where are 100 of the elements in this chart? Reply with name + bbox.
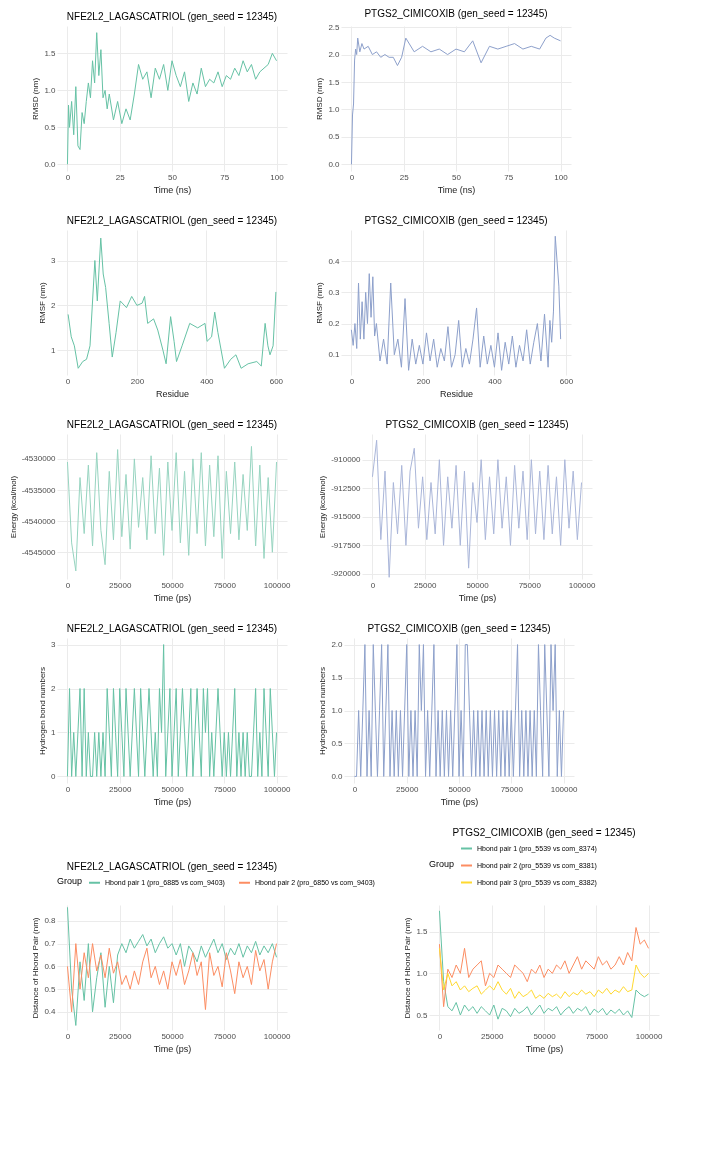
x-tick-label: 75000 (213, 580, 237, 590)
y-tick-label: 0.5 (328, 132, 341, 142)
x-axis-title: Time (ps) (440, 796, 479, 807)
x-tick-label: 75 (220, 172, 230, 182)
y-tick-label: 1.5 (331, 673, 344, 683)
x-tick-label: 25000 (109, 580, 132, 590)
x-tick-label: 25 (399, 172, 410, 182)
line-series (66, 32, 278, 165)
x-tick-label: 75000 (213, 784, 237, 794)
x-tick-label: 400 (488, 376, 503, 386)
y-tick-label: 1.0 (416, 968, 429, 978)
x-tick-label: 0 (370, 580, 376, 590)
x-tick-label: 50000 (448, 784, 472, 794)
y-tick-label: 2.5 (328, 22, 341, 32)
y-tick-label: 0.3 (328, 287, 341, 297)
y-tick-label: -915000 (331, 512, 362, 522)
y-tick-label: 1 (51, 345, 57, 355)
x-tick-label: 50000 (161, 580, 185, 590)
x-tick-label: 75 (504, 172, 514, 182)
chart-title: PTGS2_CIMICOXIB (gen_seed = 12345) (385, 419, 569, 430)
line-series (66, 445, 278, 572)
y-tick-label: 2 (51, 684, 57, 694)
x-tick-label: 25000 (396, 784, 419, 794)
x-tick-label: 25 (115, 172, 126, 182)
y-tick-label: 0.5 (331, 738, 344, 748)
y-tick-label: 0.0 (331, 771, 344, 781)
y-tick-label: 0.0 (328, 159, 341, 169)
y-tick-label: -912500 (331, 483, 362, 493)
x-tick-label: 600 (559, 376, 574, 386)
x-tick-label: 600 (269, 376, 284, 386)
x-tick-label: 200 (416, 376, 431, 386)
y-tick-label: 1.5 (416, 927, 429, 937)
y-tick-label: -910000 (331, 455, 362, 465)
x-tick-label: 100 (554, 172, 569, 182)
chart-title: PTGS2_CIMICOXIB (gen_seed = 12345) (367, 623, 551, 634)
y-tick-label: 0.5 (44, 984, 57, 994)
y-tick-label: 2 (51, 300, 57, 310)
x-tick-label: 25000 (109, 784, 132, 794)
y-tick-label: 1.5 (328, 77, 341, 87)
x-tick-label: 100000 (568, 580, 596, 590)
x-tick-label: 50 (168, 172, 178, 182)
y-tick-label: 0.2 (328, 319, 341, 329)
y-tick-label: -4530000 (21, 454, 57, 464)
x-tick-label: 50000 (161, 1031, 185, 1041)
chart-title: NFE2L2_LAGASCATRIOL (gen_seed = 12345) (66, 11, 278, 22)
y-tick-label: 1 (51, 727, 57, 737)
y-axis-title: RMSF (nm) (38, 282, 48, 324)
x-tick-label: 100000 (263, 580, 291, 590)
x-axis-title: Time (ns) (437, 184, 476, 195)
y-axis-title: Distance of Hbond Pair (nm) (31, 917, 41, 1019)
y-tick-label: -917500 (331, 540, 362, 550)
x-axis-title: Time (ps) (153, 1043, 192, 1054)
y-tick-label: 0.4 (44, 1007, 57, 1017)
x-tick-label: 0 (65, 784, 71, 794)
x-axis-title: Time (ps) (525, 1043, 564, 1054)
y-axis-title: Energy (kcal/mol) (8, 475, 18, 539)
y-tick-label: -4545000 (21, 547, 57, 557)
x-tick-label: 0 (437, 1031, 443, 1041)
x-axis-title: Residue (155, 388, 190, 399)
x-tick-label: 100000 (635, 1031, 663, 1041)
x-tick-label: 25000 (109, 1031, 132, 1041)
y-axis-title: RMSD (nm) (315, 77, 325, 121)
line-series (66, 906, 278, 1026)
y-axis-title: Distance of Hbond Pair (nm) (403, 917, 413, 1019)
chart-title: NFE2L2_LAGASCATRIOL (gen_seed = 12345) (66, 419, 278, 430)
y-tick-label: 1.5 (44, 48, 57, 58)
y-axis-title: RMSD (nm) (31, 77, 41, 121)
x-axis-title: Time (ps) (153, 796, 192, 807)
x-tick-label: 100000 (550, 784, 578, 794)
x-axis-title: Residue (439, 388, 474, 399)
line-series (66, 644, 278, 777)
line-series (66, 943, 278, 1013)
line-series (438, 910, 650, 1020)
chart-title: NFE2L2_LAGASCATRIOL (gen_seed = 12345) (66, 215, 278, 226)
y-tick-label: 0.1 (328, 350, 341, 360)
y-tick-label: 1.0 (44, 85, 57, 95)
y-tick-label: 1.0 (331, 706, 344, 715)
y-tick-label: 1.0 (328, 104, 341, 114)
x-tick-label: 50 (452, 172, 462, 182)
y-tick-label: -920000 (331, 569, 362, 579)
chart-title: NFE2L2_LAGASCATRIOL (gen_seed = 12345) (66, 861, 278, 872)
x-tick-label: 400 (200, 376, 215, 386)
y-axis-title: Hydrogen bond numbers (318, 666, 328, 756)
y-tick-label: 0.0 (44, 159, 57, 169)
x-tick-label: 100000 (263, 784, 291, 794)
line-series (438, 947, 650, 999)
x-tick-label: 75000 (585, 1031, 609, 1041)
x-tick-label: 75000 (213, 1031, 237, 1041)
x-tick-label: 0 (65, 172, 71, 182)
x-tick-label: 0 (65, 580, 71, 590)
line-series (67, 237, 277, 369)
y-axis-title: RMSF (nm) (315, 282, 325, 324)
y-axis-title: Hydrogen bond numbers (38, 666, 48, 756)
chart-title: NFE2L2_LAGASCATRIOL (gen_seed = 12345) (66, 623, 278, 634)
y-tick-label: 2.0 (331, 640, 344, 650)
y-axis-title: Energy (kcal/mol) (318, 475, 328, 539)
y-tick-label: -4540000 (21, 516, 57, 526)
x-tick-label: 50000 (533, 1031, 557, 1041)
y-tick-label: 0.6 (44, 961, 57, 971)
x-tick-label: 100 (270, 172, 285, 182)
